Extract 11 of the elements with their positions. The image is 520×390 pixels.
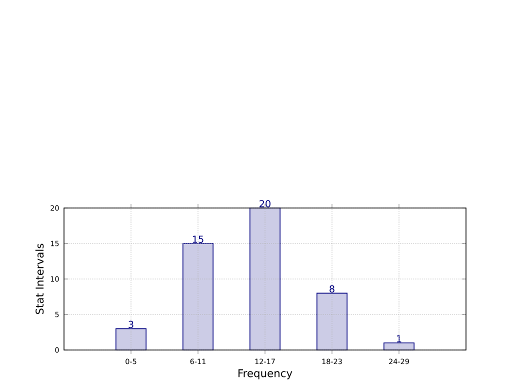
- bar: [250, 208, 280, 350]
- bar: [182, 243, 214, 350]
- data-label: 15: [192, 236, 204, 243]
- x-axis-title: Frequency: [238, 369, 292, 380]
- data-label: 20: [260, 200, 270, 208]
- data-label: 3: [128, 320, 134, 328]
- y-axis-title: Stat Intervals: [35, 244, 44, 314]
- bar: [316, 292, 348, 350]
- data-label: 1: [396, 335, 402, 342]
- data-label: 8: [330, 285, 334, 293]
- bar: [116, 328, 146, 350]
